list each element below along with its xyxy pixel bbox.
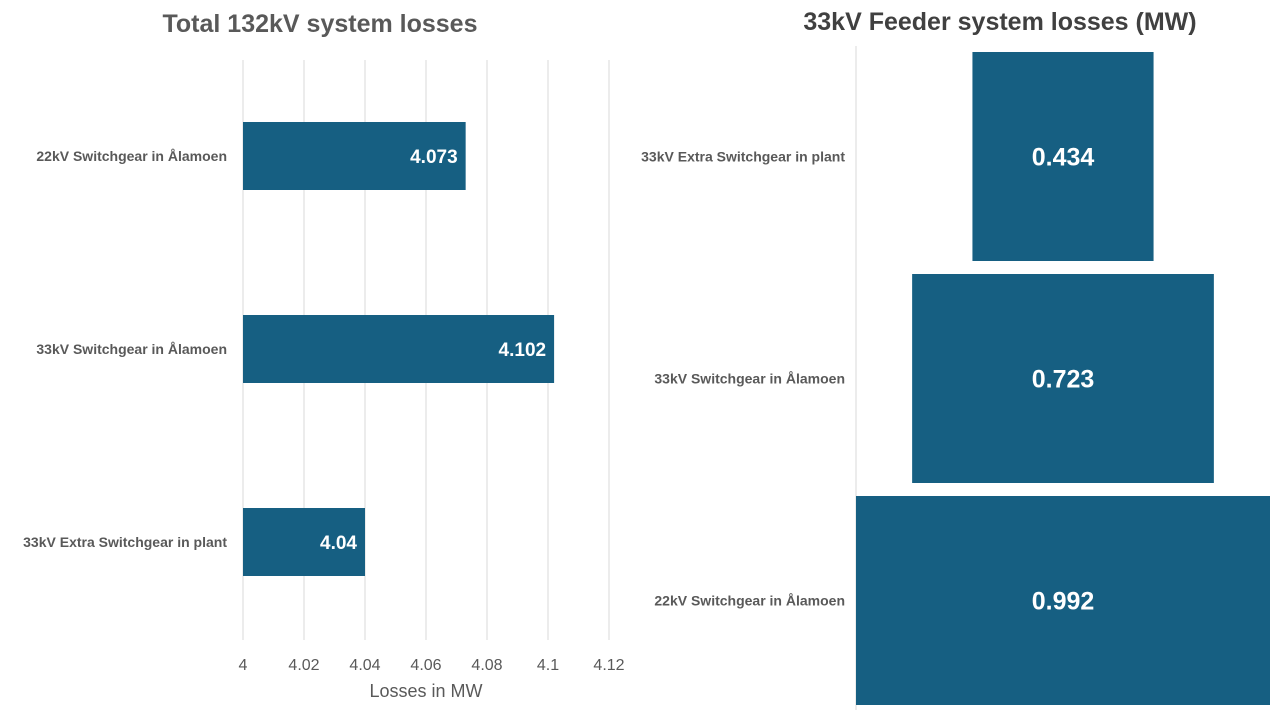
right-funnel-bar	[912, 274, 1214, 483]
left-tick-label: 4	[239, 657, 248, 674]
left-bar	[243, 122, 466, 190]
left-bars: 4.073 4.102 4.04	[243, 122, 555, 576]
left-category-labels: 22kV Switchgear in Ålamoen 33kV Switchgea…	[23, 148, 227, 550]
left-x-axis-label: Losses in MW	[369, 681, 482, 701]
left-tick-label: 4.04	[349, 657, 380, 674]
right-category-label: 22kV Switchgear in Ålamoen	[654, 593, 845, 609]
left-tick-label: 4.1	[537, 657, 559, 674]
left-tick-label: 4.12	[593, 657, 624, 674]
right-funnel-bar	[972, 52, 1154, 261]
left-category-label: 33kV Switchgear in Ålamoen	[36, 341, 227, 357]
right-data-label: 0.992	[1032, 588, 1095, 616]
left-chart-title: Total 132kV system losses	[162, 10, 478, 38]
left-data-label: 4.04	[320, 533, 357, 554]
right-data-label: 0.434	[1032, 144, 1095, 172]
left-tick-label: 4.08	[471, 657, 502, 674]
left-bar	[243, 508, 365, 576]
right-category-label: 33kV Switchgear in Ålamoen	[654, 371, 845, 387]
left-bar	[243, 315, 555, 383]
left-tick-label: 4.06	[410, 657, 441, 674]
left-tick-labels: 4 4.02 4.04 4.06 4.08 4.1 4.12	[239, 657, 625, 674]
left-tick-label: 4.02	[288, 657, 319, 674]
right-data-label: 0.723	[1032, 366, 1095, 394]
right-category-labels: 33kV Extra Switchgear in plant 33kV Switc…	[641, 149, 845, 609]
left-data-label: 4.073	[410, 147, 458, 168]
left-category-label: 22kV Switchgear in Ålamoen	[36, 148, 227, 164]
right-chart-title: 33kV Feeder system losses (MW)	[803, 8, 1197, 36]
right-funnel-bars: 0.434 0.723 0.992	[856, 52, 1270, 705]
left-category-label: 33kV Extra Switchgear in plant	[23, 534, 227, 550]
right-funnel-bar	[856, 496, 1270, 705]
left-bar-chart: 4.073 4.102 4.04 22kV Switchgear in Ålamoe…	[23, 60, 625, 701]
left-data-label: 4.102	[499, 340, 547, 361]
right-category-label: 33kV Extra Switchgear in plant	[641, 149, 845, 165]
